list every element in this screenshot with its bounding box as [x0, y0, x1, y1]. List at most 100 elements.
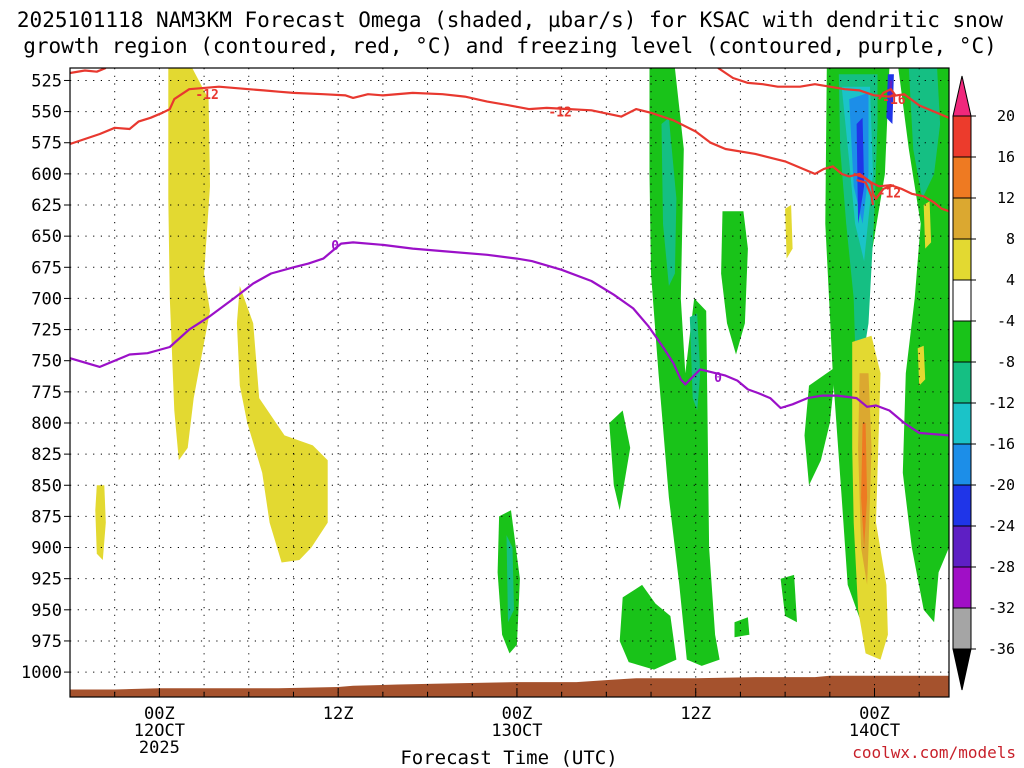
y-tick-label: 750 [31, 352, 62, 372]
contour-dendritic_minus16 [878, 88, 897, 100]
colorbar-label: 4 [1006, 271, 1015, 289]
colorbar-label: 8 [1006, 230, 1015, 248]
y-tick-label: 725 [31, 321, 62, 341]
omega-area-17 [908, 68, 941, 199]
grid-lines [69, 68, 949, 697]
x-tick-label: 13OCT [491, 721, 542, 741]
contour-label: -12 [195, 88, 218, 103]
colorbar-arrow-bottom [952, 648, 972, 691]
omega-area-28 [917, 345, 926, 386]
contour-dendritic_minus12_sw [856, 179, 875, 206]
y-tick-label: 775 [31, 383, 62, 403]
colorbar-label: -16 [988, 435, 1015, 453]
omega-area-1 [236, 286, 328, 563]
contour-label: -12 [548, 106, 571, 121]
y-tick-label: 650 [31, 227, 62, 247]
contour-dendritic_minus12_upper [70, 68, 107, 75]
contour-freezing_level_0C [70, 241, 949, 437]
colorbar-label: 20 [997, 107, 1015, 125]
y-tick-label: 950 [31, 601, 62, 621]
credit-text: coolwx.com/models [852, 743, 1016, 762]
x-tick-label: 00Z [859, 704, 890, 724]
contour-dendritic_minus12_lower [70, 85, 949, 213]
x-tick-label: 12OCT [134, 721, 185, 741]
x-tick-label: 00Z [502, 704, 533, 724]
x-axis-label: Forecast Time (UTC) [400, 747, 617, 768]
colorbar-label: -36 [988, 640, 1015, 658]
y-tick-label: 825 [31, 445, 62, 465]
colorbar-bin [952, 156, 972, 199]
y-tick-label: 525 [31, 71, 62, 91]
omega-area-3 [649, 68, 720, 666]
colorbar-label: -8 [997, 353, 1015, 371]
omega-area-10 [804, 366, 836, 486]
x-tick-label: 00Z [144, 704, 175, 724]
colorbar-bin [952, 197, 972, 240]
omega-area-27 [923, 201, 932, 249]
plot-frame [69, 67, 950, 698]
omega-area-22 [889, 80, 893, 106]
omega-shading [95, 68, 949, 670]
omega-area-5 [609, 410, 631, 511]
y-tick-label: 925 [31, 570, 62, 590]
omega-colorbar: 20 16 12 8 4 -4 -8 -12 -16 -20 -24 -28 -32 -36 [952, 75, 1015, 691]
colorbar-bin [952, 238, 972, 281]
terrain-fill [70, 675, 949, 697]
contour-label: -12 [878, 187, 901, 202]
colorbar-bin [952, 361, 972, 404]
y-tick-label: 550 [31, 103, 62, 123]
y-tick-label: 675 [31, 258, 62, 278]
chart-title-line-2: growth region (contoured, red, °C) and f… [23, 34, 997, 58]
y-tick-label: 900 [31, 539, 62, 559]
omega-area-6 [619, 584, 677, 670]
colorbar-label: -12 [988, 394, 1015, 412]
colorbar-bin [952, 402, 972, 445]
colorbar-label: -32 [988, 599, 1015, 617]
omega-area-4 [721, 211, 748, 355]
y-tick-label: 700 [31, 289, 62, 309]
contour-label: -16 [882, 93, 906, 108]
contour-label: 0 [714, 371, 722, 386]
omega-area-26 [785, 205, 793, 259]
colorbar-bin [952, 484, 972, 527]
omega-area-15 [506, 535, 514, 623]
y-tick-label: 1000 [21, 663, 62, 683]
colorbar-label: -4 [997, 312, 1015, 330]
colorbar-label: -20 [988, 476, 1015, 494]
colorbar-label: 12 [997, 189, 1015, 207]
omega-area-7 [780, 574, 797, 623]
omega-area-0 [168, 68, 210, 461]
omega-area-20 [856, 117, 865, 224]
x-tick-label: 2025 [139, 738, 180, 758]
x-tick-label: 12Z [680, 704, 711, 724]
colorbar-bin [952, 443, 972, 486]
contour-lines [70, 68, 949, 437]
colorbar-bin [952, 115, 972, 158]
y-tick-label: 875 [31, 507, 62, 527]
colorbar-bin [952, 525, 972, 568]
y-tick-label: 600 [31, 165, 62, 185]
colorbar-label: 16 [997, 148, 1015, 166]
colorbar-label: -28 [988, 558, 1015, 576]
colorbar-bin [952, 566, 972, 609]
contour-label: 0 [331, 239, 339, 254]
y-tick-label: 625 [31, 196, 62, 216]
pressure-axis: 525 550 575 600 625 650 675 700 725 750 775 800 825 8… [21, 71, 70, 683]
colorbar-bin [952, 320, 972, 363]
y-tick-label: 975 [31, 632, 62, 652]
contour-dendritic_minus12_dip [853, 172, 895, 200]
y-tick-label: 575 [31, 134, 62, 154]
omega-area-2 [95, 485, 106, 560]
terrain-layer [70, 675, 949, 697]
x-tick-label: 14OCT [849, 721, 900, 741]
x-tick-label: 12Z [323, 704, 354, 724]
colorbar-bin [952, 279, 972, 322]
contour-dendritic_minus12_right [717, 68, 949, 119]
y-tick-label: 850 [31, 476, 62, 496]
colorbar-bin [952, 607, 972, 650]
colorbar-label: -24 [988, 517, 1015, 535]
contour-labels: -12 -12 -16 -12 0 0 [195, 88, 905, 386]
y-tick-label: 800 [31, 414, 62, 434]
